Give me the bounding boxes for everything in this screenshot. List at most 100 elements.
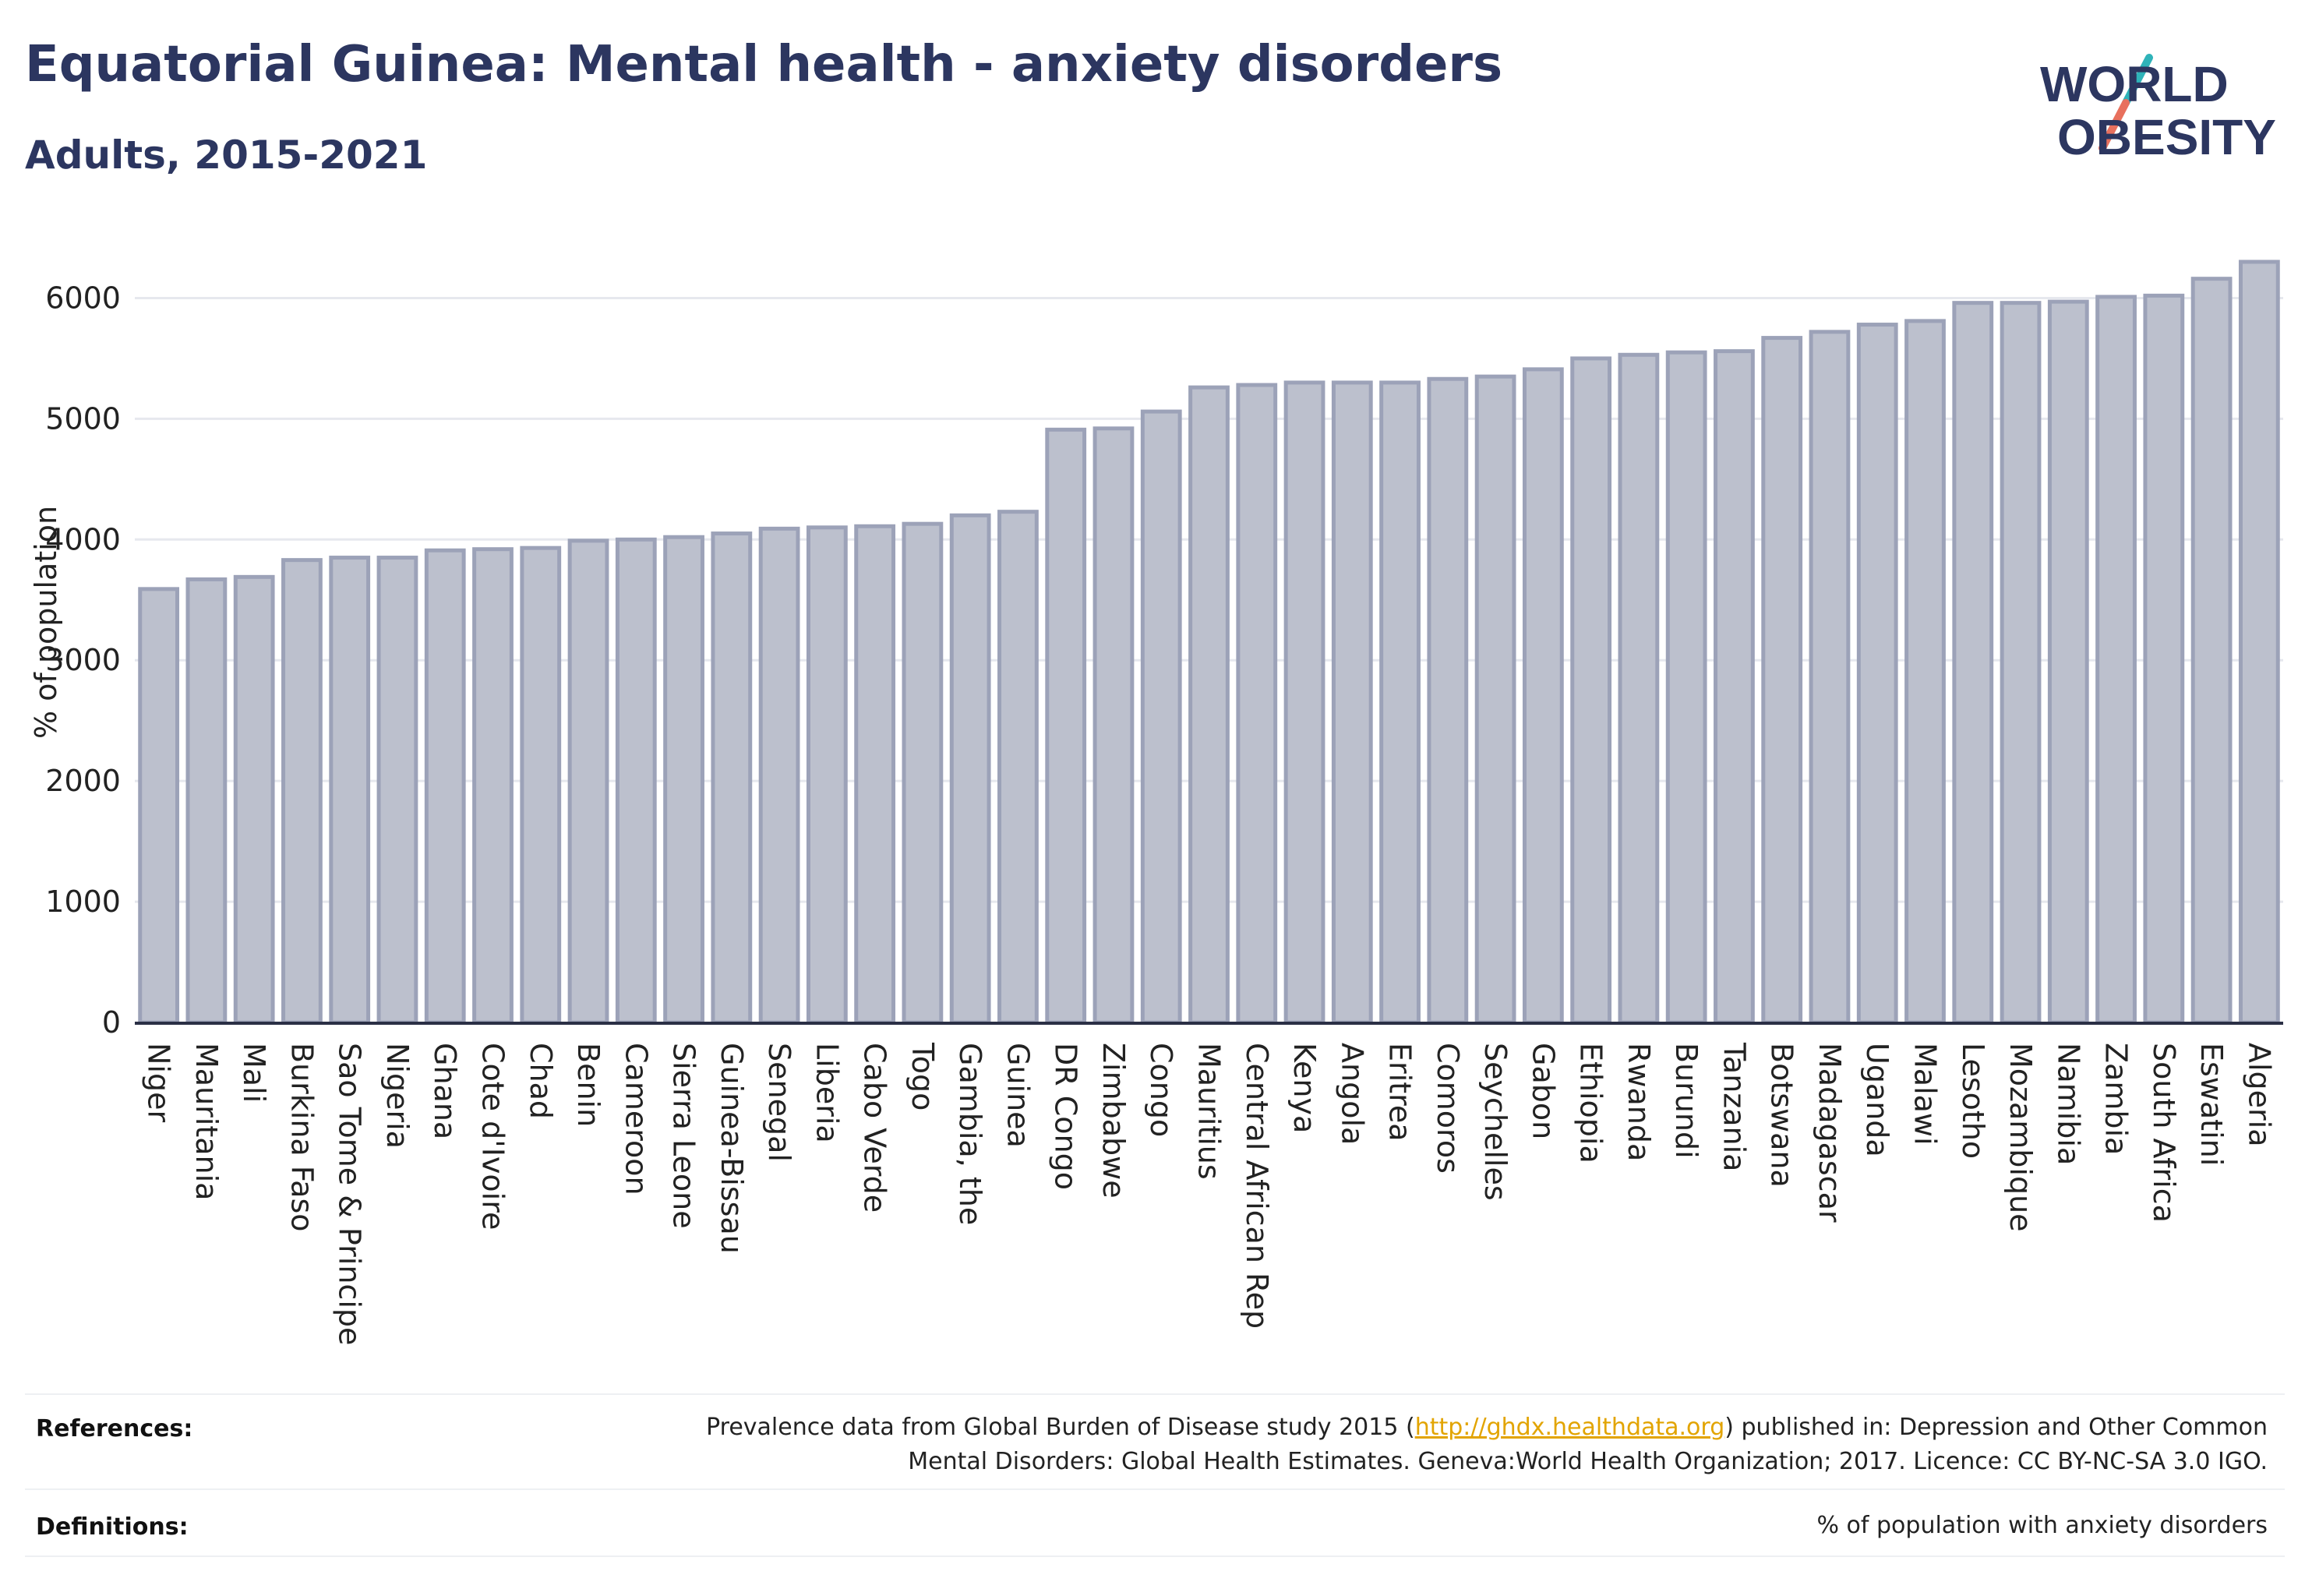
bar[interactable] [997,510,1039,1025]
x-tick-label: Seychelles [1478,1043,1513,1201]
y-axis-label: % of population [29,506,63,739]
logo-slash-teal [2122,54,2153,107]
bar[interactable] [1331,380,1373,1025]
references-text-line2: Mental Disorders: Global Health Estimate… [908,1448,2268,1475]
x-tick-label: Cameroon [619,1043,653,1195]
footer-divider-middle [25,1488,2285,1490]
y-tick-label: 2000 [45,764,121,798]
bar[interactable] [2238,260,2280,1025]
y-tick-label: 0 [102,1005,121,1040]
bar[interactable] [472,547,514,1025]
bar[interactable] [902,521,944,1025]
x-tick-label: Angola [1335,1043,1369,1145]
bars [138,260,2280,1025]
bar[interactable] [615,537,657,1025]
bar[interactable] [1761,336,1803,1025]
x-tick-label: South Africa [2147,1043,2181,1223]
y-tick-label: 1000 [45,885,121,919]
bar[interactable] [1856,323,1898,1025]
y-tick-labels: 0 1000 2000 3000 4000 5000 6000 [45,281,121,1040]
x-tick-label: Mozambique [2003,1043,2038,1232]
footer-divider-bottom [25,1555,2285,1557]
logo-slash-coral [2099,99,2130,152]
bar[interactable] [1665,350,1707,1025]
x-tick-label: Cabo Verde [858,1043,892,1213]
bar[interactable] [1474,374,1516,1025]
references-text-before: Prevalence data from Global Burden of Di… [706,1414,1415,1441]
bar[interactable] [711,531,753,1025]
x-tick-label: Nigeria [380,1043,415,1149]
y-tick-label: 6000 [45,281,121,315]
references-label: References: [36,1415,193,1442]
chart-subtitle: Adults, 2015-2021 [25,132,428,178]
bar[interactable] [376,556,418,1025]
bar[interactable] [806,525,848,1025]
x-tick-label: Algeria [2242,1043,2276,1147]
logo-line1: WORLD [2040,56,2229,112]
x-tick-label: Guinea-Bissau [715,1043,749,1254]
bar[interactable] [663,535,704,1025]
x-tick-label: Gambia, the [953,1043,987,1225]
bar[interactable] [1236,383,1278,1025]
x-tick-label: Eritrea [1383,1043,1417,1142]
x-tick-label: Niger [142,1043,176,1122]
bar[interactable] [185,577,228,1025]
bar[interactable] [2143,293,2185,1025]
x-tick-label: Sierra Leone [667,1043,701,1229]
bar[interactable] [1092,426,1135,1025]
bar[interactable] [1283,380,1325,1025]
x-tick-label: Burkina Faso [284,1043,319,1232]
bar[interactable] [1570,356,1612,1025]
y-tick-label: 5000 [45,401,121,436]
bar[interactable] [1618,352,1660,1025]
x-tick-label: Botswana [1765,1043,1799,1188]
x-tick-label: Mauritius [1192,1043,1227,1180]
bar[interactable] [281,558,323,1025]
bar[interactable] [2095,295,2137,1025]
x-tick-label: Rwanda [1622,1043,1656,1161]
bar[interactable] [949,513,991,1025]
x-tick-label: Burundi [1669,1043,1703,1159]
bar[interactable] [424,548,466,1025]
y-tick-label: 3000 [45,643,121,677]
world-obesity-logo: WORLD OBESITY [2040,54,2276,165]
x-tick-label: Mauritania [189,1043,224,1200]
x-tick-label: Guinea [1001,1043,1035,1148]
bar[interactable] [2047,299,2089,1025]
x-tick-label: Senegal [762,1043,796,1162]
bar[interactable] [1809,330,1851,1025]
x-tick-label: Ethiopia [1574,1043,1608,1163]
bar[interactable] [1522,367,1564,1025]
x-tick-label: Cote d'Ivoire [476,1043,510,1230]
bar[interactable] [520,546,562,1025]
bar-chart: 0 1000 2000 3000 4000 5000 6000 Niger Mauritani… [29,260,2283,1345]
bar[interactable] [567,538,609,1025]
bar[interactable] [1188,385,1230,1025]
bar[interactable] [329,556,371,1025]
logo-line2: OBESITY [2057,109,2276,165]
bar[interactable] [1140,409,1182,1025]
x-tick-label: Ghana [428,1043,462,1139]
bar[interactable] [1714,349,1755,1025]
bar[interactable] [1427,376,1469,1025]
bar[interactable] [2190,277,2233,1025]
bar[interactable] [1952,301,1994,1025]
bar[interactable] [2000,301,2042,1025]
references-link[interactable]: http://ghdx.healthdata.org [1414,1414,1725,1441]
bar[interactable] [1045,427,1087,1025]
bar[interactable] [1904,319,1946,1025]
bar[interactable] [1379,380,1421,1025]
bar[interactable] [138,587,180,1025]
x-tick-label: Eswatini [2194,1043,2229,1166]
references-text-after: ) published in: Depression and Other Com… [1724,1414,2268,1441]
footer-divider-top [25,1393,2285,1395]
x-tick-label: Malawi [1908,1043,1943,1146]
x-tick-labels: Niger Mauritania Mali Burkina Faso Sao Tome … [142,1042,2277,1345]
bar[interactable] [233,574,275,1025]
bar[interactable] [854,524,896,1025]
definitions-label: Definitions: [36,1513,189,1541]
x-tick-label: Sao Tome & Principe [333,1043,367,1345]
x-tick-label: Uganda [1860,1043,1894,1157]
x-tick-label: Chad [524,1043,558,1119]
bar[interactable] [758,526,800,1025]
